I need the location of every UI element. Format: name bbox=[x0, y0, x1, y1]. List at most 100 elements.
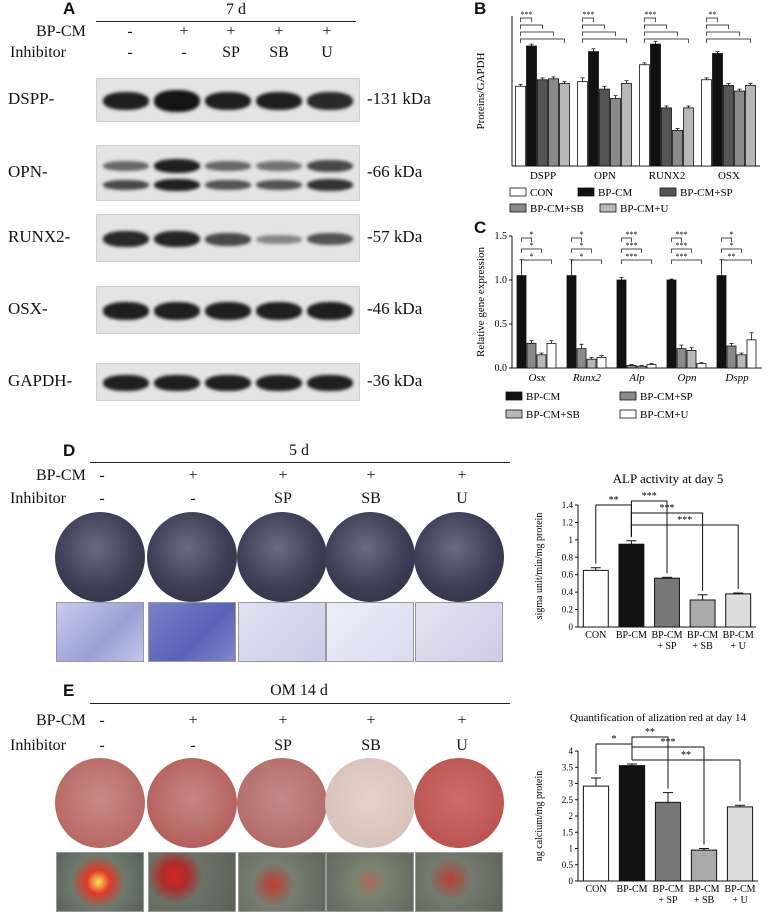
y-tick-label: 1 bbox=[569, 844, 574, 854]
panel-e-timepoint: OM 14 d bbox=[270, 682, 328, 699]
x-tick-label: BP-CM bbox=[616, 884, 647, 895]
panel-d-inhibitor-3: SB bbox=[361, 490, 381, 507]
significance-label: ** bbox=[709, 10, 717, 19]
blot-band bbox=[205, 232, 251, 246]
x-tick-label: OSX bbox=[718, 170, 740, 182]
bar bbox=[690, 849, 718, 882]
ars-micrograph bbox=[148, 852, 236, 912]
blot-protein-label-3: OSX- bbox=[8, 299, 48, 318]
chart-b: Proteins/GAPDH *** DSPP *** OPN *** RUNX2 ** OSX… bbox=[475, 10, 760, 215]
panel-e-inhibitor-3: SB bbox=[361, 737, 381, 754]
x-tick-label-line: + SP bbox=[658, 895, 678, 906]
x-tick-label: BP-CM bbox=[616, 630, 647, 641]
significance-bracket bbox=[644, 31, 678, 36]
legend-label: BP-CM+SB bbox=[530, 203, 584, 215]
bar bbox=[582, 569, 609, 628]
panel-a-header-line bbox=[96, 21, 356, 22]
significance-label: ** bbox=[609, 495, 619, 506]
significance-bracket bbox=[671, 248, 692, 253]
y-tick-label: 1.4 bbox=[562, 500, 574, 510]
significance-label: * bbox=[580, 241, 584, 250]
blot-band bbox=[307, 302, 353, 320]
panel-e-inhibitor-4: U bbox=[456, 737, 468, 754]
bar bbox=[661, 107, 672, 167]
bar bbox=[559, 83, 570, 167]
blot-band bbox=[205, 180, 251, 191]
x-tick-label: BP-CM + SB bbox=[687, 630, 718, 652]
panel-a-inhibitor-0: - bbox=[127, 44, 133, 61]
bar bbox=[526, 45, 537, 167]
bar bbox=[566, 275, 577, 369]
ars-stained-dish bbox=[147, 758, 237, 848]
legend-swatch bbox=[505, 409, 523, 419]
bar bbox=[736, 354, 747, 369]
blot-size-label-1: -66 kDa bbox=[367, 162, 423, 181]
x-tick-label-line: BP-CM bbox=[724, 884, 755, 895]
bar bbox=[621, 83, 632, 167]
y-tick-label: 0.5 bbox=[562, 860, 574, 870]
legend-swatch bbox=[509, 203, 527, 213]
significance-bracket bbox=[721, 248, 742, 253]
alp-stained-dish bbox=[147, 512, 237, 602]
panel-e-inhibitor-2: SP bbox=[274, 737, 292, 754]
significance-label: * bbox=[530, 241, 534, 250]
blot-1 bbox=[96, 145, 360, 201]
panel-label-e: E bbox=[63, 681, 75, 700]
panel-a-bpcm-0: - bbox=[127, 23, 133, 40]
significance-label: *** bbox=[521, 10, 533, 19]
significance-bracket bbox=[632, 759, 741, 802]
blot-4 bbox=[96, 363, 360, 401]
blot-band bbox=[103, 180, 149, 191]
panel-e-bpcm-3: + bbox=[366, 712, 376, 729]
significance-bracket bbox=[644, 38, 689, 43]
panel-e-inhibitor-1: - bbox=[190, 737, 196, 754]
alp-micrograph bbox=[326, 602, 414, 662]
panel-a-bpcm-1: + bbox=[179, 23, 189, 40]
legend-swatch bbox=[577, 187, 595, 197]
y-tick-label: 2.5 bbox=[562, 795, 574, 805]
blot-band bbox=[256, 160, 302, 171]
bar bbox=[646, 364, 657, 369]
panel-d-inhibitor-label: Inhibitor bbox=[10, 490, 66, 507]
bar bbox=[726, 345, 737, 369]
significance-bracket bbox=[630, 524, 739, 590]
x-tick-label-line: BP-CM bbox=[652, 884, 683, 895]
ars-stained-dish bbox=[414, 758, 504, 848]
panel-e-header-line bbox=[90, 703, 510, 704]
bar bbox=[577, 81, 588, 167]
significance-bracket bbox=[521, 248, 542, 253]
significance-bracket bbox=[706, 31, 740, 36]
blot-band bbox=[103, 375, 149, 391]
panel-a-inhibitor-4: U bbox=[321, 44, 333, 61]
panel-a-bpcm-2: + bbox=[226, 23, 236, 40]
significance-bracket bbox=[582, 17, 594, 22]
legend-swatch bbox=[619, 391, 637, 401]
panel-d-bpcm-2: + bbox=[278, 467, 288, 484]
bar bbox=[745, 84, 756, 167]
panel-label-c: C bbox=[474, 218, 487, 237]
blot-0 bbox=[96, 78, 360, 122]
blot-2 bbox=[96, 214, 360, 262]
x-tick-label: BP-CM + U bbox=[724, 884, 755, 906]
bar bbox=[689, 599, 716, 628]
blot-band bbox=[205, 375, 251, 391]
alp-micrograph bbox=[148, 602, 236, 662]
significance-bracket bbox=[621, 237, 632, 242]
bar bbox=[599, 88, 610, 167]
significance-bracket bbox=[520, 38, 565, 43]
x-tick-label: Alp bbox=[628, 372, 645, 384]
alp-micrograph bbox=[56, 602, 144, 662]
significance-label: *** bbox=[642, 491, 657, 502]
panel-label-b: B bbox=[474, 0, 487, 18]
x-tick-label-line: BP-CM bbox=[723, 630, 754, 641]
panel-e-bpcm-0: - bbox=[99, 712, 105, 729]
ars-micrograph bbox=[326, 852, 414, 912]
blot-band bbox=[205, 302, 251, 320]
y-tick-label: 0 bbox=[569, 876, 574, 886]
blot-band bbox=[205, 160, 251, 171]
x-tick-label: Runx2 bbox=[572, 372, 602, 384]
x-tick-label-line: BP-CM bbox=[687, 630, 718, 641]
blot-band bbox=[154, 90, 200, 112]
y-axis-label: Relative gene expression bbox=[475, 247, 487, 357]
legend-swatch bbox=[659, 187, 677, 197]
